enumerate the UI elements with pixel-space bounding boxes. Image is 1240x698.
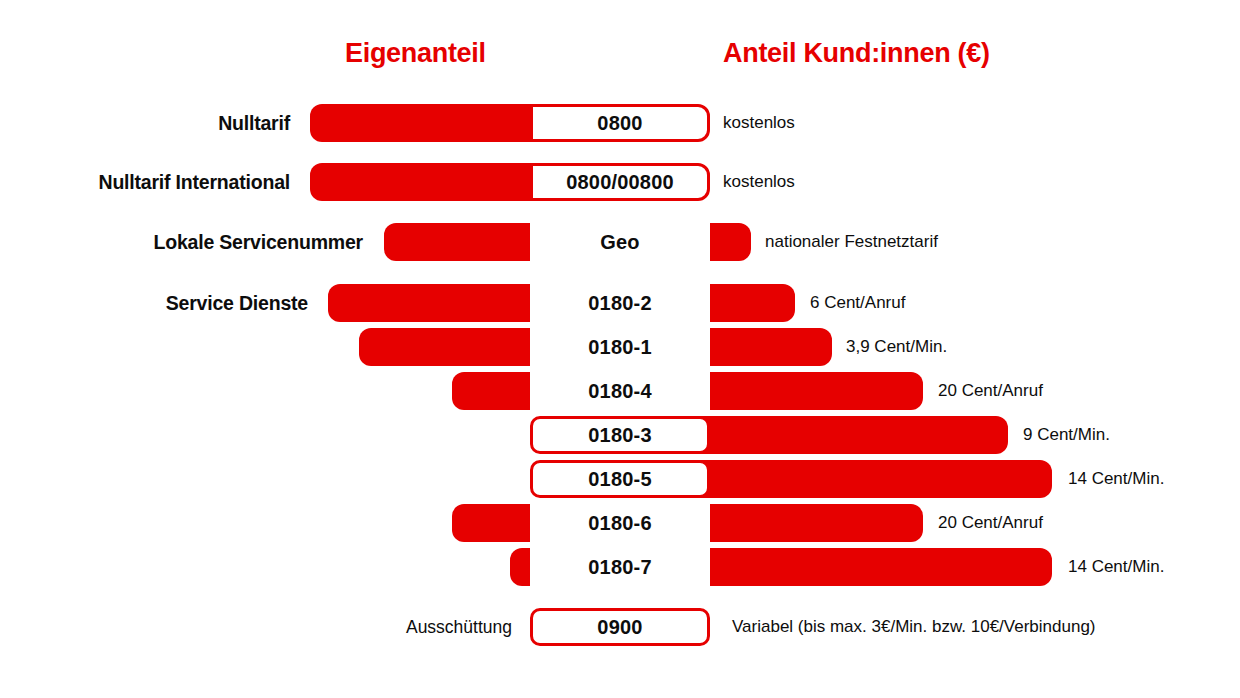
number-box: 0180-6 — [530, 504, 710, 542]
bar-right-segment — [698, 548, 1052, 586]
bar-right-segment — [698, 328, 832, 366]
number-box: 0900 — [530, 608, 710, 646]
price-label: kostenlos — [723, 163, 795, 201]
bar-left-segment — [452, 372, 534, 410]
bar-left-segment — [359, 328, 534, 366]
bar-right-segment — [698, 416, 1008, 454]
chart-row: Lokale Servicenummer Geo nationaler Festne… — [0, 223, 1240, 261]
bar-left-segment — [310, 104, 534, 142]
number-box: Geo — [530, 223, 710, 261]
price-label: 14 Cent/Min. — [1068, 460, 1164, 498]
chart-row: 0180-7 14 Cent/Min. — [0, 548, 1240, 586]
bar-left-segment — [328, 284, 534, 322]
bar-left-segment — [384, 223, 534, 261]
price-label: 9 Cent/Min. — [1023, 416, 1110, 454]
bar-right-segment — [698, 460, 1052, 498]
chart-row: Nulltarif International 0800/00800 kostenl… — [0, 163, 1240, 201]
tariff-bar-chart: Eigenanteil Anteil Kund:innen (€) Nullta… — [0, 0, 1240, 698]
row-label: Nulltarif International — [99, 163, 291, 201]
number-box: 0180-5 — [530, 460, 710, 498]
bar-right-segment — [698, 284, 795, 322]
number-box: 0180-3 — [530, 416, 710, 454]
price-label: 6 Cent/Anruf — [810, 284, 905, 322]
price-label: kostenlos — [723, 104, 795, 142]
chart-row: 0180-1 3,9 Cent/Min. — [0, 328, 1240, 366]
price-label: 3,9 Cent/Min. — [846, 328, 947, 366]
chart-row: Ausschüttung 0900 Variabel (bis max. 3€/Mi… — [0, 608, 1240, 646]
chart-row: 0180-4 20 Cent/Anruf — [0, 372, 1240, 410]
row-label: Ausschüttung — [406, 608, 512, 646]
column-header-anteil-kundinnen: Anteil Kund:innen (€) — [723, 38, 990, 69]
chart-row: 0180-6 20 Cent/Anruf — [0, 504, 1240, 542]
bar-right-segment — [698, 372, 923, 410]
bar-right-segment — [698, 504, 923, 542]
number-box: 0800/00800 — [530, 163, 710, 201]
price-label: nationaler Festnetztarif — [765, 223, 938, 261]
bar-left-segment — [310, 163, 534, 201]
number-box: 0180-7 — [530, 548, 710, 586]
chart-row: 0180-3 9 Cent/Min. — [0, 416, 1240, 454]
price-label: 20 Cent/Anruf — [938, 504, 1043, 542]
row-label: Service Dienste — [166, 284, 308, 322]
number-box: 0180-2 — [530, 284, 710, 322]
column-header-eigenanteil: Eigenanteil — [345, 38, 486, 69]
price-label: Variabel (bis max. 3€/Min. bzw. 10€/Verb… — [732, 608, 1096, 646]
price-label: 20 Cent/Anruf — [938, 372, 1043, 410]
chart-row: 0180-5 14 Cent/Min. — [0, 460, 1240, 498]
price-label: 14 Cent/Min. — [1068, 548, 1164, 586]
row-label: Nulltarif — [218, 104, 290, 142]
row-label: Lokale Servicenummer — [153, 223, 363, 261]
chart-row: Nulltarif 0800 kostenlos — [0, 104, 1240, 142]
bar-left-segment — [452, 504, 534, 542]
number-box: 0800 — [530, 104, 710, 142]
number-box: 0180-4 — [530, 372, 710, 410]
number-box: 0180-1 — [530, 328, 710, 366]
chart-row: Service Dienste 0180-2 6 Cent/Anruf — [0, 284, 1240, 322]
